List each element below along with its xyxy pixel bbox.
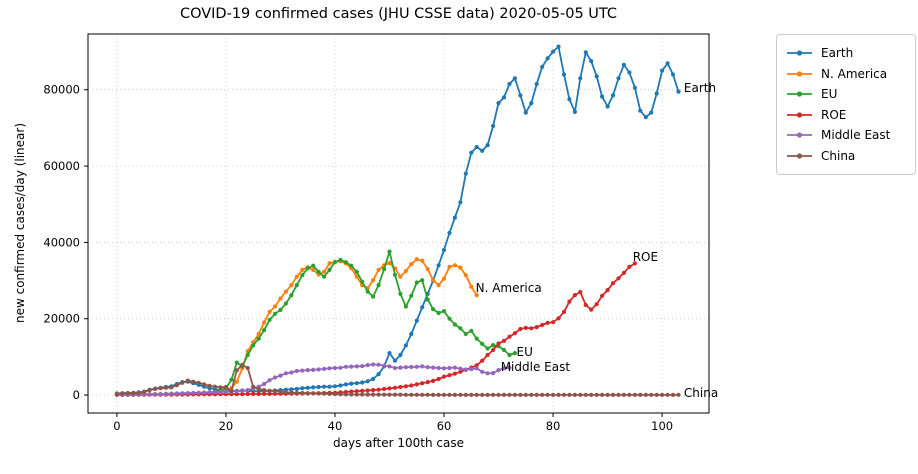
annotation-roe: ROE [633, 250, 658, 264]
x-axis-label: days after 100th case [333, 436, 464, 450]
legend-item-roe: ROE [786, 105, 905, 126]
legend-label: Middle East [821, 128, 891, 143]
x-tick-label: 60 [437, 419, 452, 433]
annotation-eu: EU [517, 345, 533, 359]
legend-label: ROE [821, 107, 847, 122]
legend-line-icon [787, 132, 812, 138]
x-tick-label: 0 [113, 419, 120, 433]
legend-line-icon [787, 71, 812, 77]
annotation-china: China [684, 386, 718, 400]
legend-label: China [821, 148, 856, 163]
legend-item-middle-east: Middle East [786, 125, 905, 146]
series-n-america [114, 257, 479, 397]
y-tick-label: 40000 [43, 235, 80, 249]
tick-labels: 0 20 40 60 80 100 0 20000 40000 60000 80000 [43, 83, 673, 433]
legend-item-eu: EU [786, 84, 905, 105]
x-tick-label: 80 [546, 419, 561, 433]
y-tick-label: 80000 [43, 83, 80, 97]
y-tick-label: 60000 [43, 159, 80, 173]
y-axis-label: new confirmed cases/day (linear) [13, 122, 27, 324]
legend-line-icon [787, 50, 812, 56]
axes-frame [87, 33, 710, 414]
legend-label: Earth [821, 46, 854, 61]
chart-title: COVID-19 confirmed cases (JHU CSSE data)… [179, 6, 618, 22]
legend-label: N. America [821, 66, 888, 81]
legend-line-icon [787, 91, 812, 97]
legend-item-n-america: N. America [786, 64, 905, 85]
annotation-earth: Earth [684, 81, 716, 95]
series-middle-east [114, 362, 512, 397]
x-tick-label: 20 [219, 419, 234, 433]
y-tick-label: 0 [73, 388, 80, 402]
x-tick-label: 100 [651, 419, 673, 433]
legend-line-icon [787, 112, 812, 118]
annotation-middle-east: Middle East [501, 360, 571, 374]
legend-item-earth: Earth [786, 43, 905, 64]
y-tick-label: 20000 [43, 312, 80, 326]
legend-line-icon [787, 153, 812, 159]
annotation-n-america: N. America [476, 281, 542, 295]
legend-item-china: China [786, 146, 905, 167]
legend: Earth N. America EU ROE Middle East China [776, 34, 916, 175]
series-earth [114, 44, 681, 396]
legend-label: EU [821, 87, 838, 102]
series-china [114, 362, 681, 397]
x-tick-label: 40 [328, 419, 343, 433]
